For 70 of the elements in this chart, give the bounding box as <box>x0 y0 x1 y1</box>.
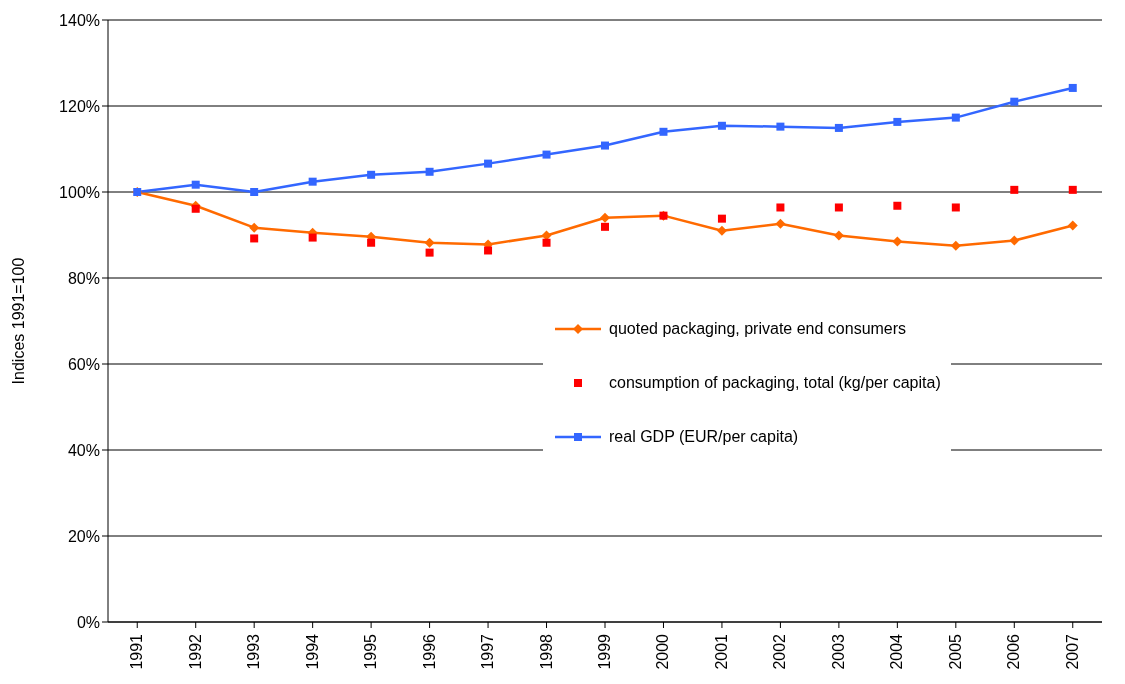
point <box>542 150 551 159</box>
point <box>250 188 259 196</box>
point <box>484 246 493 255</box>
point <box>717 121 726 130</box>
x-tick-label: 2006 <box>1005 633 1023 670</box>
point <box>1068 185 1077 194</box>
point <box>191 204 200 213</box>
point <box>250 234 259 243</box>
x-tick-label: 1994 <box>303 633 321 670</box>
x-tick-label: 1997 <box>479 633 497 670</box>
point <box>893 201 902 210</box>
y-tick-label: 120% <box>59 97 100 115</box>
point <box>1067 220 1078 231</box>
x-tick-label: 2003 <box>829 633 847 670</box>
point <box>601 141 609 150</box>
x-tick-label: 1995 <box>362 633 380 670</box>
point <box>951 113 960 122</box>
legend-label: consumption of packaging, total (kg/per capita) <box>609 374 941 392</box>
y-tick-label: 100% <box>59 183 100 201</box>
point <box>542 238 551 247</box>
point <box>424 237 435 248</box>
point <box>717 214 726 223</box>
x-tick-label: 1998 <box>537 633 555 670</box>
point <box>893 117 902 126</box>
point <box>1010 97 1019 106</box>
point <box>1010 185 1019 194</box>
point <box>716 225 727 236</box>
x-tick-label: 2007 <box>1063 633 1081 670</box>
x-tick-label: 1999 <box>596 633 613 670</box>
legend-label: quoted packaging, private end consumers <box>609 320 907 338</box>
point <box>833 230 844 241</box>
point <box>776 203 785 212</box>
x-tick-label: 1991 <box>128 633 146 670</box>
point <box>659 127 668 136</box>
y-tick-label: 0% <box>76 613 100 631</box>
legend-label: real GDP (EUR/per capita) <box>609 428 799 446</box>
point <box>1009 235 1020 246</box>
point <box>834 203 843 212</box>
point <box>308 233 317 242</box>
y-tick-label: 60% <box>67 355 100 373</box>
x-tick-label: 2004 <box>888 633 906 670</box>
point <box>950 240 961 251</box>
point <box>776 122 785 131</box>
x-tick-label: 2005 <box>946 633 964 670</box>
x-tick-label: 1993 <box>245 633 263 670</box>
y-tick-label: 40% <box>67 441 100 459</box>
point <box>367 238 376 247</box>
y-axis-title: Indices 1991=100 <box>9 257 27 385</box>
point <box>1068 83 1077 92</box>
x-tick-label: 2000 <box>654 633 672 670</box>
point <box>600 212 610 223</box>
point <box>425 167 434 176</box>
point <box>601 222 609 231</box>
point <box>367 170 376 179</box>
point <box>892 236 903 247</box>
y-tick-label: 140% <box>59 11 100 29</box>
x-tick-label: 2002 <box>771 633 789 670</box>
x-tick-label: 1992 <box>186 633 204 670</box>
point <box>484 159 493 168</box>
point <box>191 180 200 189</box>
y-tick-label: 80% <box>67 269 100 287</box>
x-tick-label: 2001 <box>712 633 730 670</box>
point <box>951 203 960 212</box>
point <box>775 218 786 229</box>
point <box>425 248 434 257</box>
y-tick-label: 20% <box>67 527 100 545</box>
point <box>834 123 843 132</box>
x-tick-label: 1996 <box>420 633 438 670</box>
point <box>249 222 260 233</box>
point <box>308 177 317 186</box>
